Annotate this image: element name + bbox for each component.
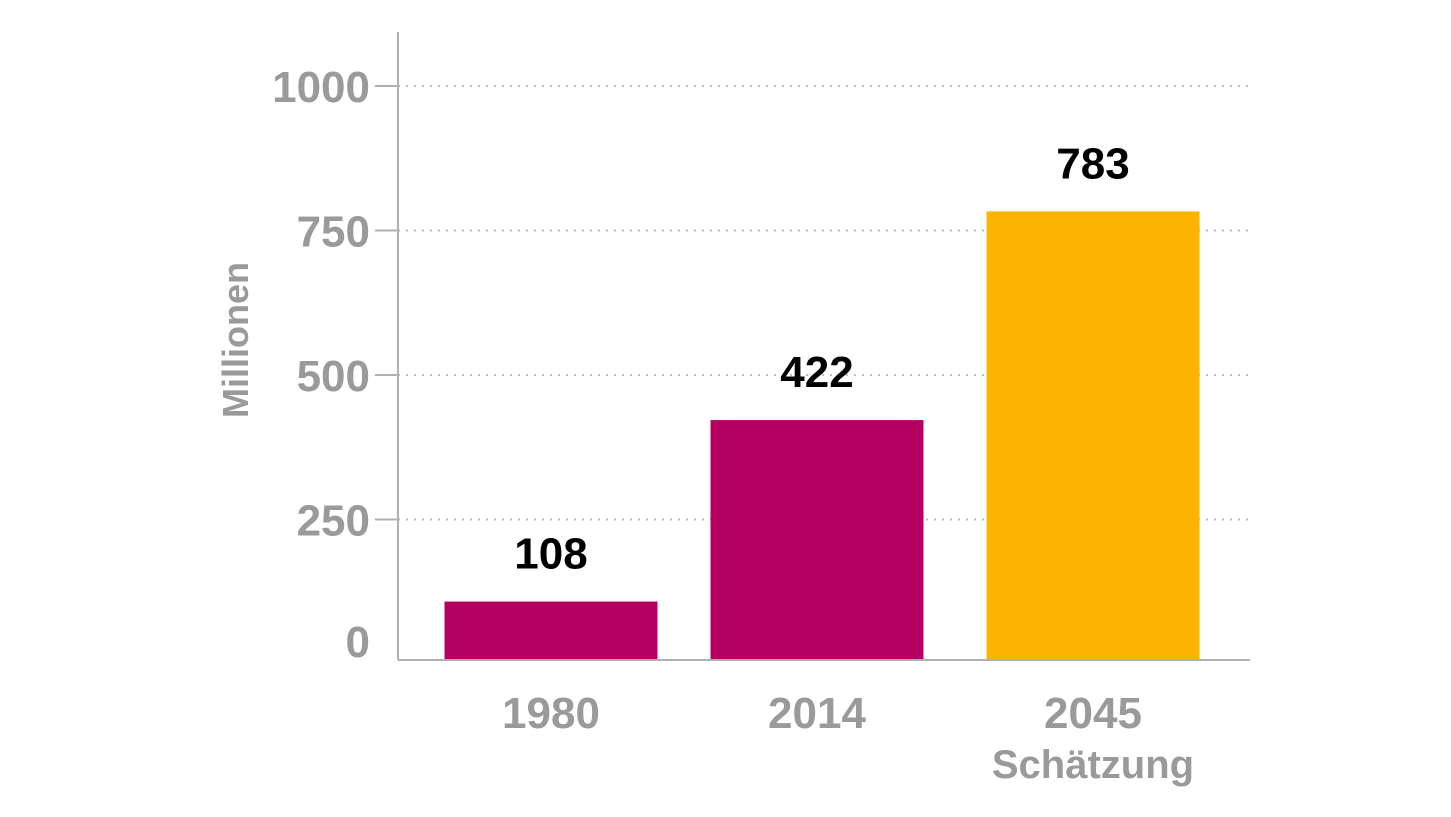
data-label: 783 xyxy=(1056,139,1129,188)
y-tick-label: 250 xyxy=(297,497,370,546)
y-axis-title: Millionen xyxy=(215,262,256,418)
bar-2014 xyxy=(710,420,924,660)
bar-1980 xyxy=(444,601,658,660)
bars xyxy=(444,211,1200,660)
y-tick-label: 0 xyxy=(346,618,370,667)
data-label: 108 xyxy=(514,530,587,579)
y-tick-label: 500 xyxy=(297,352,370,401)
x-tick-label: 2045 xyxy=(1044,689,1142,738)
bar-2045 xyxy=(986,211,1200,660)
x-tick-label: 1980 xyxy=(502,689,600,738)
axes xyxy=(375,32,1250,661)
data-label: 422 xyxy=(780,348,853,397)
y-tick-label: 1000 xyxy=(272,63,370,112)
x-tick-sublabel: Schätzung xyxy=(992,743,1194,787)
labels: 0 250 500 750 1000 108 1980 422 2014 783 2045 Schät… xyxy=(272,63,1194,787)
y-tick-label: 750 xyxy=(297,208,370,257)
x-tick-label: 2014 xyxy=(768,689,866,738)
